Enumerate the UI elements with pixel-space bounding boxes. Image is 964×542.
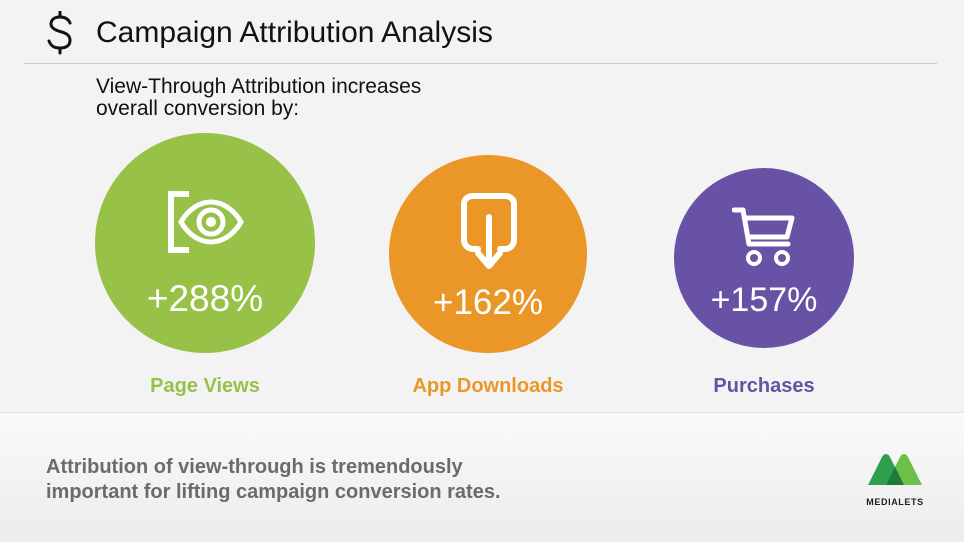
conclusion-line-2: important for lifting campaign conversio… <box>46 481 501 503</box>
footer: Attribution of view-through is tremendou… <box>0 412 964 542</box>
medialets-logo-icon <box>868 454 922 485</box>
page-title: Campaign Attribution Analysis <box>96 16 493 49</box>
intro-line-2: overall conversion by: <box>96 97 300 120</box>
intro-line-1: View-Through Attribution increases <box>96 75 422 98</box>
app-downloads-label: App Downloads <box>412 375 564 397</box>
header: Campaign Attribution Analysis <box>0 0 964 64</box>
divider <box>24 63 937 64</box>
intro-text: View-Through Attribution increases overa… <box>96 76 421 120</box>
app-downloads-value: +162% <box>433 283 543 322</box>
page-views-circle: +288% <box>95 133 315 353</box>
shopping-cart-icon <box>732 207 795 266</box>
app-downloads-circle: +162% <box>389 155 587 353</box>
dollar-sign-icon <box>47 11 72 55</box>
page-views-value: +288% <box>146 278 264 319</box>
medialets-logo: MEDIALETS <box>858 451 938 511</box>
purchases-circle: +157% <box>674 168 854 348</box>
conclusion-line-1: Attribution of view-through is tremendou… <box>46 456 463 478</box>
purchases-value: +157% <box>710 281 818 319</box>
conclusion-text: Attribution of view-through is tremendou… <box>46 455 501 505</box>
medialets-logo-text: MEDIALETS <box>866 497 924 507</box>
eye-icon <box>168 191 244 253</box>
purchases-label: Purchases <box>713 375 815 397</box>
download-icon <box>461 193 517 269</box>
page-views-label: Page Views <box>150 375 260 397</box>
